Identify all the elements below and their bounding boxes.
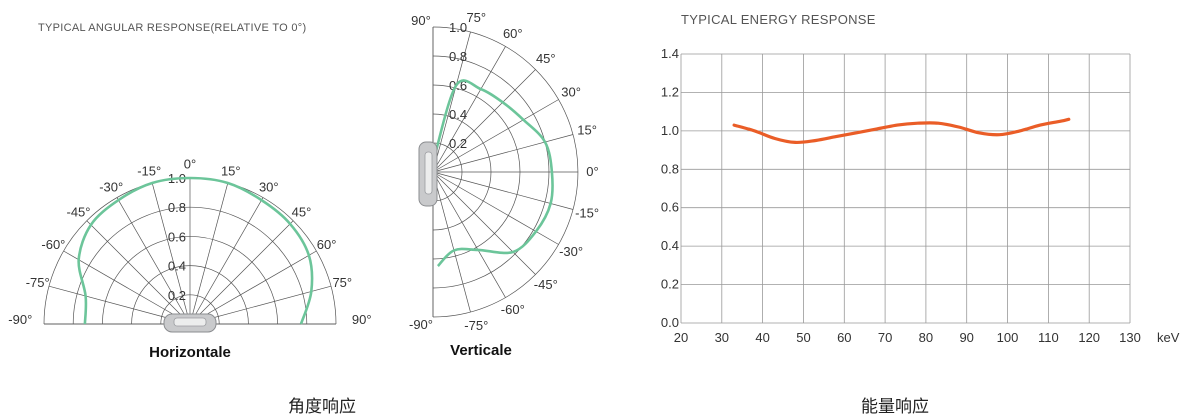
polar-spoke	[432, 171, 506, 298]
polar-spoke	[189, 250, 317, 325]
radial-tick-label: 0.2	[168, 288, 186, 303]
vertical-chart-label: Verticale	[450, 342, 512, 359]
y-tick-label: 0.8	[661, 161, 679, 176]
angle-label: -75°	[464, 318, 488, 333]
y-tick-label: 0.2	[661, 277, 679, 292]
x-tick-label: 90	[959, 330, 973, 345]
angle-label: -30°	[559, 244, 583, 259]
x-tick-label: 50	[796, 330, 810, 345]
angle-label: 60°	[503, 26, 523, 41]
radial-tick-label: 0.4	[168, 259, 186, 274]
angle-label: -60°	[41, 237, 65, 252]
angle-label: -15°	[137, 164, 161, 179]
angle-label: 60°	[317, 237, 337, 252]
angle-label: -45°	[67, 205, 91, 220]
x-tick-label: 20	[674, 330, 688, 345]
charts-canvas: 0.2 0.4 0.6 0.8 1.0 -90° -75° -60° -45° -30° -15° 0…	[8, 10, 1180, 361]
radial-tick-label: 0.8	[168, 200, 186, 215]
y-tick-label: 0.0	[661, 315, 679, 330]
horizontal-polar-chart: 0.20.40.60.81.0-90°-75°-60°-45°-30°-15° 0…	[8, 156, 371, 361]
horizontal-chart-label: Horizontale	[149, 344, 231, 361]
energy-response-chart: 20 30 40 50 60 70 80 90 100 110 120 130 0.0 0.2 0.4 0.6…	[661, 46, 1180, 345]
x-tick-label: 60	[837, 330, 851, 345]
radial-tick-label: 0.2	[449, 136, 467, 151]
polar-spoke	[189, 197, 264, 325]
radial-tick-label: 1.0	[449, 20, 467, 35]
polar-spoke	[432, 46, 506, 173]
polar-spoke	[432, 171, 559, 245]
polar-spoke	[432, 69, 536, 173]
angle-label: -90°	[409, 317, 433, 332]
radial-tick-label: 0.8	[449, 49, 467, 64]
polar-spoke	[189, 220, 294, 325]
polar-spoke	[63, 250, 191, 325]
x-tick-label: 130	[1119, 330, 1141, 345]
angle-label: 45°	[292, 205, 312, 220]
x-tick-label: 110	[1038, 330, 1059, 345]
x-tick-label: 40	[755, 330, 769, 345]
horizontal-response-curve	[77, 176, 314, 325]
y-tick-label: 0.6	[661, 200, 679, 215]
polar-spoke	[432, 134, 574, 173]
y-tick-label: 1.2	[661, 84, 679, 99]
radial-tick-label: 0.6	[168, 229, 186, 244]
angle-label: 90°	[411, 13, 431, 28]
angle-label: 75°	[332, 275, 352, 290]
polar-spoke	[432, 171, 471, 313]
polar-spoke	[432, 31, 471, 173]
angle-label: -90°	[8, 312, 32, 327]
radial-tick-label: 0.4	[449, 107, 467, 122]
angle-label: 0°	[184, 156, 196, 171]
energy-response-title: TYPICAL ENERGY RESPONSE	[681, 12, 876, 27]
angle-label: 30°	[259, 179, 279, 194]
polar-spoke	[116, 197, 191, 325]
y-tick-label: 1.0	[661, 123, 679, 138]
vertical-response-curve	[433, 79, 554, 268]
x-tick-label: 80	[919, 330, 933, 345]
x-tick-label: 100	[997, 330, 1019, 345]
polar-spoke	[151, 182, 191, 325]
polar-spoke	[432, 171, 536, 275]
energy-response-line	[732, 117, 1071, 145]
angle-label: -75°	[26, 275, 50, 290]
angle-label: -60°	[501, 302, 525, 317]
angle-label: 0°	[586, 164, 598, 179]
x-unit-label: keV	[1157, 330, 1180, 345]
polar-spoke	[86, 220, 191, 325]
energy-response-caption: 能量响应	[861, 397, 929, 417]
angle-label: 30°	[561, 84, 581, 99]
angle-label: 15°	[577, 123, 597, 138]
angular-response-caption: 角度响应	[288, 397, 356, 417]
dosimeter-window-icon	[173, 317, 207, 327]
angle-label: 15°	[221, 164, 241, 179]
vertical-polar-chart: 0.20.40.60.81.090° 75°60°45°30°15°0°-15°-…	[409, 10, 599, 359]
angle-label: -15°	[575, 205, 599, 220]
y-tick-label: 0.4	[661, 238, 679, 253]
angular-response-title: TYPICAL ANGULAR RESPONSE(RELATIVE TO 0°)	[38, 22, 307, 34]
angle-label: 75°	[466, 10, 486, 25]
angle-label: -45°	[534, 277, 558, 292]
dosimeter-window-icon	[424, 151, 433, 195]
angle-label: 45°	[536, 51, 556, 66]
x-tick-label: 30	[715, 330, 729, 345]
x-tick-label: 120	[1078, 330, 1100, 345]
x-tick-label: 70	[878, 330, 892, 345]
polar-spoke	[432, 99, 559, 173]
angle-label: -30°	[99, 179, 123, 194]
angle-label: 90°	[352, 312, 372, 327]
y-tick-label: 1.4	[661, 46, 679, 61]
polar-spoke	[189, 182, 229, 325]
